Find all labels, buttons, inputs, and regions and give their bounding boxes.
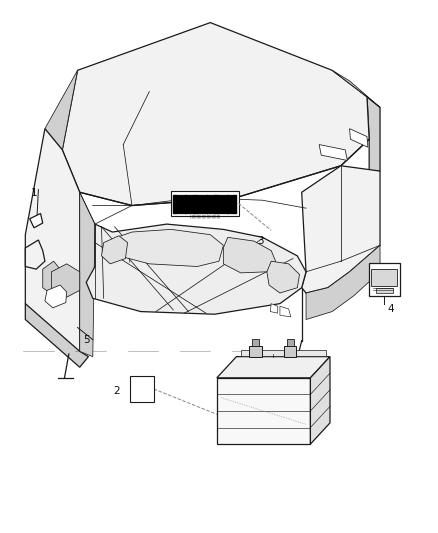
- Bar: [234, 195, 236, 213]
- Bar: [376, 288, 393, 293]
- Polygon shape: [332, 70, 380, 108]
- Bar: [215, 195, 217, 213]
- Bar: [230, 195, 231, 213]
- Bar: [371, 269, 396, 286]
- Bar: [207, 195, 208, 213]
- Text: 1: 1: [31, 188, 37, 198]
- Bar: [224, 195, 225, 213]
- Bar: [218, 195, 219, 213]
- Bar: [194, 195, 196, 213]
- Polygon shape: [115, 229, 223, 266]
- Bar: [198, 195, 200, 213]
- Bar: [211, 195, 212, 213]
- Bar: [173, 195, 175, 213]
- Polygon shape: [45, 70, 78, 150]
- Bar: [205, 195, 207, 213]
- Bar: [252, 338, 259, 346]
- Polygon shape: [319, 144, 347, 160]
- Bar: [284, 346, 297, 357]
- Bar: [188, 195, 189, 213]
- Polygon shape: [45, 285, 67, 308]
- Bar: [222, 195, 223, 213]
- Text: 2: 2: [113, 386, 120, 396]
- Polygon shape: [80, 192, 95, 357]
- Bar: [201, 195, 202, 213]
- Polygon shape: [43, 261, 64, 296]
- Bar: [171, 191, 239, 216]
- Polygon shape: [302, 166, 380, 293]
- Polygon shape: [25, 128, 80, 351]
- Polygon shape: [86, 224, 306, 314]
- Bar: [177, 195, 179, 213]
- Bar: [209, 195, 210, 213]
- Bar: [219, 195, 221, 213]
- Polygon shape: [217, 357, 330, 378]
- Text: |||||||||||||||||||||||||: |||||||||||||||||||||||||: [189, 215, 220, 219]
- Bar: [196, 195, 198, 213]
- Polygon shape: [51, 264, 80, 298]
- Bar: [184, 195, 186, 213]
- Bar: [232, 195, 233, 213]
- Polygon shape: [350, 128, 368, 147]
- Polygon shape: [30, 214, 43, 228]
- Polygon shape: [367, 97, 380, 171]
- Text: 5: 5: [83, 335, 89, 345]
- Bar: [192, 195, 194, 213]
- Bar: [226, 195, 228, 213]
- Bar: [213, 195, 215, 213]
- Bar: [217, 378, 311, 444]
- Bar: [175, 195, 177, 213]
- Bar: [228, 195, 230, 213]
- Bar: [130, 376, 154, 402]
- Polygon shape: [306, 245, 380, 319]
- Polygon shape: [102, 236, 127, 264]
- Polygon shape: [270, 304, 278, 313]
- Polygon shape: [223, 237, 276, 273]
- Text: 3: 3: [257, 236, 264, 246]
- Polygon shape: [25, 240, 45, 269]
- Polygon shape: [25, 304, 88, 367]
- Bar: [180, 195, 181, 213]
- Bar: [190, 195, 191, 213]
- Polygon shape: [62, 22, 369, 206]
- Bar: [203, 195, 204, 213]
- Bar: [369, 263, 399, 296]
- Bar: [241, 350, 325, 356]
- Bar: [287, 338, 294, 346]
- Text: 4: 4: [388, 304, 394, 314]
- Polygon shape: [280, 306, 291, 317]
- Bar: [182, 195, 183, 213]
- Polygon shape: [267, 261, 300, 293]
- Polygon shape: [311, 357, 330, 444]
- Bar: [186, 195, 187, 213]
- Bar: [250, 346, 261, 357]
